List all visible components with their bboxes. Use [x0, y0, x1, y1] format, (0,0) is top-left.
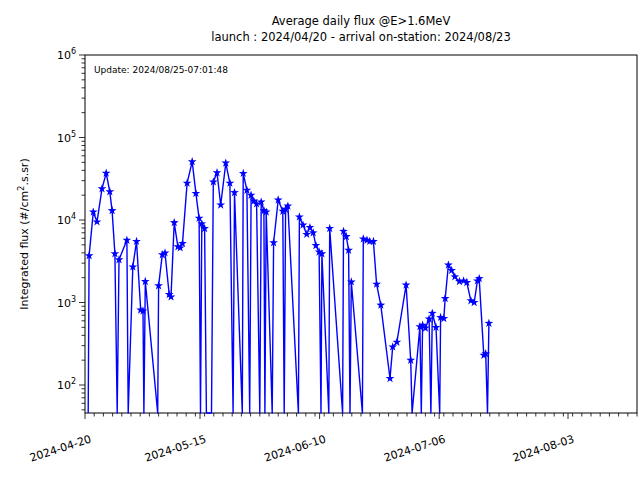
- chart-subtitle: launch : 2024/04/20 - arrival on-station…: [211, 30, 510, 44]
- flux-chart-figure: Average daily flux @E>1.6MeV launch : 20…: [0, 0, 640, 480]
- y-tick-label: 104: [57, 212, 76, 227]
- data-point-marker: [302, 230, 311, 238]
- flux-series: [88, 162, 489, 413]
- x-tick-labels: 2024-04-20 2024-05-15 2024-06-10 2024-07-06…: [28, 432, 576, 464]
- x-tick-label: 2024-04-20: [28, 432, 93, 464]
- data-point-marker: [386, 374, 395, 382]
- y-axis-label: Integrated flux (#/cm2.s.sr): [17, 158, 31, 309]
- chart-title: Average daily flux @E>1.6MeV: [272, 14, 451, 28]
- y-tick-label: 105: [57, 130, 76, 145]
- x-tick-label: 2024-08-03: [511, 432, 576, 464]
- x-tick-label: 2024-05-15: [143, 432, 208, 464]
- y-tick-labels: 106 105 104 103 102: [57, 47, 76, 392]
- flux-line: [88, 162, 489, 413]
- data-point-marker: [216, 200, 225, 208]
- x-tick-label: 2024-07-06: [382, 432, 447, 464]
- y-tick-label: 102: [57, 377, 76, 392]
- chart-canvas: Average daily flux @E>1.6MeV launch : 20…: [0, 0, 640, 480]
- y-tick-label: 106: [57, 47, 76, 62]
- plot-border: [85, 55, 637, 413]
- data-point-marker: [93, 217, 102, 225]
- y-tick-label: 103: [57, 295, 76, 310]
- update-annotation: Update: 2024/08/25-07:01:48: [94, 65, 228, 75]
- y-axis-label-text: Integrated flux (#/cm2.s.sr): [17, 158, 31, 309]
- x-tick-label: 2024-06-10: [263, 432, 328, 464]
